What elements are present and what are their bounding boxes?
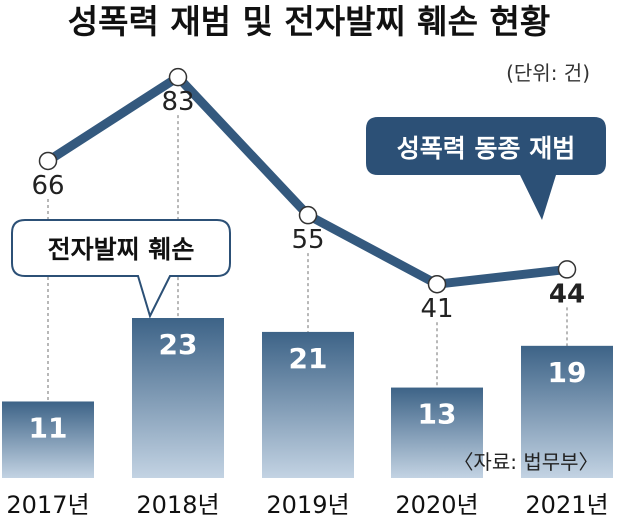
line-labels: 66 83 55 41 44 xyxy=(31,87,585,324)
line-value-label: 41 xyxy=(420,294,453,324)
bar-labels: 11 23 21 13 19 xyxy=(29,328,587,444)
x-tick-label: 2020년 xyxy=(395,491,478,519)
unit-label: (단위: 건) xyxy=(506,61,590,85)
line-point xyxy=(38,151,58,171)
line-point xyxy=(298,205,318,225)
line-series xyxy=(38,67,577,294)
bar-value-label: 21 xyxy=(289,342,328,375)
x-tick-label: 2017년 xyxy=(6,491,89,519)
callout-bars-label: 전자발찌 훼손 xyxy=(48,235,195,264)
callout-line-bubble xyxy=(366,117,606,220)
bar xyxy=(262,331,354,478)
chart-title: 성폭력 재범 및 전자발찌 훼손 현황 xyxy=(68,2,550,41)
callout-bars: 전자발찌 훼손 xyxy=(11,219,231,319)
bar xyxy=(391,387,483,478)
x-axis-labels: 2017년 2018년 2019년 2020년 2021년 xyxy=(6,491,608,519)
callout-line-label: 성폭력 동종 재범 xyxy=(397,134,575,163)
bar-value-label: 23 xyxy=(159,328,198,361)
line-value-label: 66 xyxy=(31,171,64,201)
x-tick-label: 2018년 xyxy=(136,491,219,519)
bar xyxy=(521,345,613,478)
bar xyxy=(132,318,224,478)
callout-bars-bubble xyxy=(11,219,231,319)
source-label: 〈자료: 법무부〉 xyxy=(453,450,598,474)
bar xyxy=(2,401,94,478)
bar-value-label: 11 xyxy=(29,411,68,444)
line-value-label: 44 xyxy=(549,279,585,309)
x-tick-label: 2021년 xyxy=(525,491,608,519)
line-value-label: 83 xyxy=(161,87,194,117)
line-value-label: 55 xyxy=(291,225,324,255)
line-point xyxy=(168,67,188,87)
line-point xyxy=(557,260,577,279)
x-tick-label: 2019년 xyxy=(266,491,349,519)
bar-value-label: 13 xyxy=(418,398,457,431)
bar-value-label: 19 xyxy=(548,356,587,389)
line-point xyxy=(427,274,447,294)
bars xyxy=(2,318,613,478)
callout-line: 성폭력 동종 재범 xyxy=(366,117,606,220)
